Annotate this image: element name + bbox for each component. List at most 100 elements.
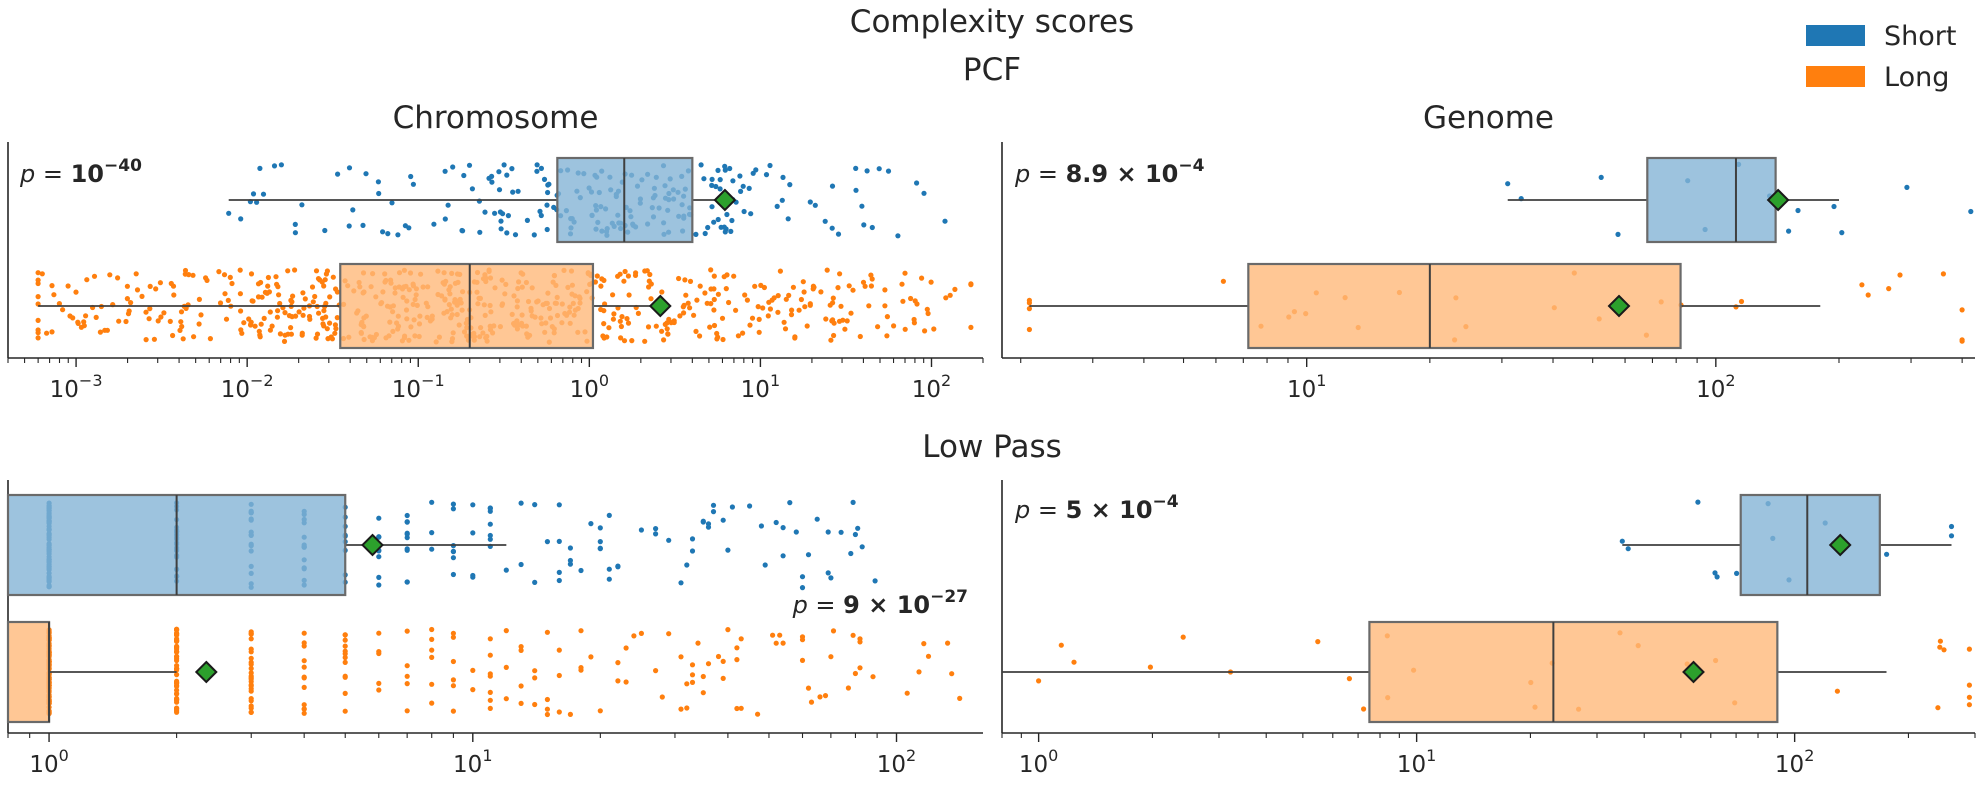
data-point-long <box>947 292 953 298</box>
data-point-short <box>713 183 719 190</box>
data-point-short <box>226 210 232 216</box>
data-point-long <box>715 653 722 660</box>
data-point-long <box>93 314 99 320</box>
data-point-short <box>825 570 831 576</box>
data-point-long <box>695 640 701 646</box>
data-point-long <box>638 630 645 637</box>
data-point-short <box>698 162 704 168</box>
data-point-long <box>342 659 348 666</box>
data-point-long <box>578 665 584 671</box>
data-point-long <box>237 267 243 273</box>
data-point-long <box>249 298 255 304</box>
data-point-short <box>278 162 284 168</box>
data-point-short <box>556 502 562 508</box>
data-point-long <box>174 709 180 715</box>
data-point-long <box>744 297 751 303</box>
data-point-short <box>489 179 495 185</box>
data-point-long <box>75 319 81 325</box>
data-point-short <box>442 216 448 222</box>
data-point-long <box>681 310 687 316</box>
data-point-long <box>301 710 307 716</box>
data-point-long <box>327 294 333 300</box>
data-point-long <box>752 283 758 289</box>
subplot-title-pcf-genome: Genome <box>1423 100 1554 136</box>
box-short <box>1739 493 1881 597</box>
data-point-short <box>503 567 509 573</box>
data-point-long <box>644 268 650 274</box>
data-point-long <box>697 283 703 289</box>
data-point-long <box>35 294 41 300</box>
data-point-long <box>518 644 524 650</box>
data-point-long <box>1071 659 1077 665</box>
data-point-long <box>487 652 493 658</box>
data-point-long <box>313 335 319 341</box>
data-point-long <box>312 293 318 300</box>
x-tick-label: 100 <box>1019 746 1058 778</box>
data-point-long <box>799 637 806 643</box>
data-point-long <box>760 305 766 311</box>
data-point-short <box>544 202 550 208</box>
data-point-short <box>729 217 735 224</box>
data-point-long <box>869 276 875 282</box>
data-point-short <box>346 165 353 171</box>
data-point-short <box>689 548 696 554</box>
data-point-short <box>532 579 538 586</box>
data-point-long <box>532 701 538 708</box>
data-point-short <box>510 189 516 195</box>
data-point-long <box>248 698 254 704</box>
data-point-long <box>487 636 493 642</box>
data-point-short <box>678 580 684 586</box>
data-point-long <box>307 316 313 322</box>
p-value-label: p = 8.9 × 10−4 <box>1014 156 1205 188</box>
data-point-long <box>450 708 456 714</box>
data-point-long <box>143 309 149 315</box>
data-point-short <box>556 577 562 584</box>
data-point-short <box>487 521 493 527</box>
data-point-short <box>747 503 753 509</box>
data-point-long <box>429 626 435 633</box>
data-point-short <box>538 165 545 171</box>
data-point-long <box>404 681 410 687</box>
data-point-long <box>931 326 937 332</box>
data-point-long <box>223 316 230 322</box>
data-point-long <box>153 286 159 292</box>
data-point-short <box>250 191 257 197</box>
data-point-long <box>301 706 307 712</box>
x-tick-label: 10−2 <box>221 371 274 403</box>
data-point-short <box>450 501 456 507</box>
box-short <box>1646 156 1777 244</box>
data-point-long <box>320 315 326 321</box>
data-point-long <box>544 696 551 703</box>
data-point-long <box>450 677 456 683</box>
data-point-short <box>689 536 696 542</box>
data-point-long <box>850 287 856 293</box>
data-point-long <box>711 273 717 279</box>
data-point-short <box>746 185 752 191</box>
data-point-long <box>758 282 764 288</box>
data-point-long <box>707 324 713 330</box>
data-point-long <box>290 293 296 299</box>
data-point-short <box>450 555 456 561</box>
data-point-long <box>1036 678 1042 684</box>
data-point-short <box>534 162 540 168</box>
data-point-short <box>729 504 736 510</box>
x-tick-label: 100 <box>29 746 68 778</box>
data-point-long <box>487 705 493 712</box>
data-point-short <box>376 554 382 560</box>
data-point-long <box>265 274 271 281</box>
data-point-short <box>807 199 813 205</box>
data-point-long <box>619 314 625 320</box>
data-point-short <box>615 564 621 570</box>
data-point-long <box>831 332 837 339</box>
data-point-long <box>823 316 829 322</box>
data-point-short <box>466 162 473 168</box>
data-point-short <box>487 505 493 512</box>
data-point-long <box>179 323 185 330</box>
data-point-short <box>805 552 812 558</box>
data-point-long <box>662 321 668 327</box>
data-point-short <box>544 226 550 233</box>
legend-swatch-short <box>1806 25 1865 46</box>
data-point-short <box>375 179 381 185</box>
data-point-short <box>380 229 386 235</box>
data-point-long <box>811 284 817 290</box>
